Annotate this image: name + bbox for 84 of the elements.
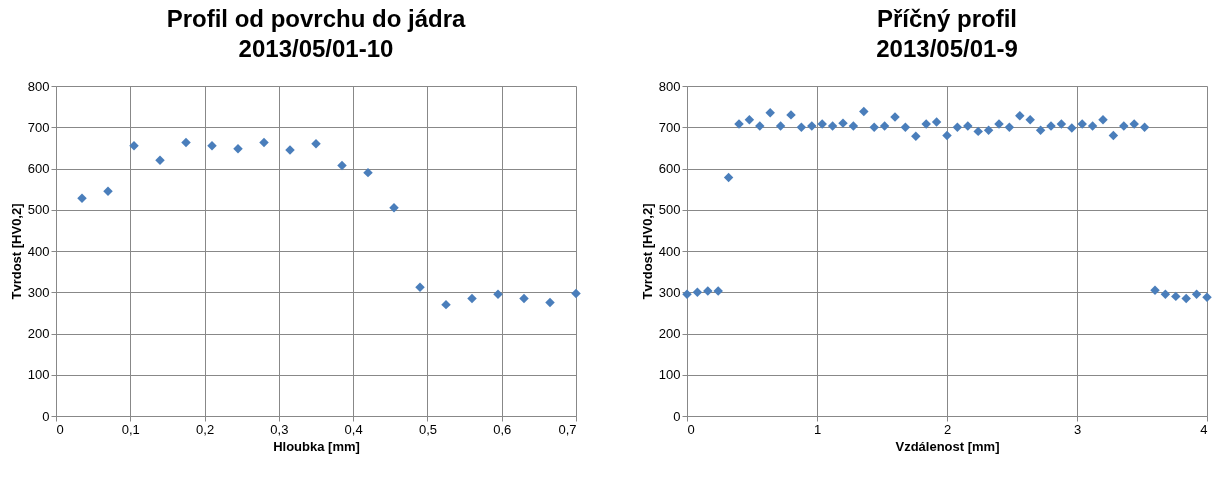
point [859,106,869,117]
point [1056,119,1067,129]
y-axis-title: Tvrdost [HV0,2] [639,203,655,300]
y-tick-label: 500 [27,202,50,218]
point [545,297,555,308]
point [692,287,703,297]
y-tick-label: 800 [27,78,50,94]
y-tick-label: 700 [27,119,50,135]
y-axis-title: Tvrdost [HV0,2] [8,203,24,300]
point [519,293,529,304]
point [1191,289,1202,300]
x-tick-label: 0 [56,421,64,437]
x-tick-label: 4 [1200,421,1208,437]
point [233,143,243,154]
x-tick-label: 0,7 [558,421,577,437]
x-tick-label: 0,4 [344,421,363,437]
point [181,137,191,148]
point [1160,289,1171,300]
x-tick-label: 2 [943,421,952,437]
point [911,131,921,142]
point [682,289,692,300]
y-tick-label: 700 [658,119,681,135]
y-tick-label: 0 [673,408,681,424]
chart-title: Profil od povrchu do jádra [166,5,466,32]
point [827,121,838,131]
point [900,122,911,132]
chart-subtitle: 2013/05/01-9 [876,35,1018,62]
y-tick-label: 400 [27,243,50,259]
point [363,167,373,178]
point [942,130,952,141]
y-tick-label: 300 [27,284,50,300]
point [1025,115,1035,125]
y-tick-label: 100 [658,367,681,383]
point [952,122,963,132]
point [467,293,477,304]
point [848,121,859,131]
chart-subtitle: 2013/05/01-10 [238,35,394,62]
y-tick-label: 800 [658,78,681,94]
point [1181,293,1191,304]
point [571,288,581,299]
x-axis-title: Vzdálenost [mm] [895,438,1000,454]
point [493,289,503,300]
point [723,172,734,183]
point [337,160,347,171]
y-tick-label: 300 [658,284,681,300]
point [796,122,807,132]
x-tick-label: 0 [687,421,695,437]
chart-title: Příčný profil [876,5,1018,32]
point [765,108,775,118]
y-tick-label: 600 [658,161,681,176]
x-tick-label: 0,3 [270,421,289,437]
point [389,202,399,213]
point [931,117,942,127]
point [1067,123,1077,133]
x-tick-label: 0,1 [121,421,140,437]
point [1087,121,1098,131]
point [259,137,269,148]
point [1108,130,1119,141]
point [441,299,451,310]
y-tick-label: 0 [42,408,50,424]
point [983,125,994,135]
point [775,121,786,131]
x-tick-label: 3 [1073,421,1082,437]
x-tick-label: 0,6 [493,421,512,437]
point [869,122,879,132]
x-tick-label: 0,2 [196,421,215,437]
point [1171,291,1181,302]
point [973,126,983,137]
point [1015,110,1025,121]
point [415,282,425,293]
point [744,115,755,125]
point [1004,122,1015,132]
y-tick-label: 400 [658,243,681,259]
y-tick-label: 500 [658,202,681,218]
x-tick-label: 0,5 [418,421,437,437]
x-axis-title: Hloubka [mm] [273,438,360,454]
y-tick-label: 100 [27,367,50,383]
y-tick-label: 200 [658,326,681,341]
point [1035,125,1046,135]
y-tick-label: 600 [27,161,50,176]
point [1139,122,1150,132]
y-tick-label: 200 [27,326,50,341]
point [879,121,890,131]
x-tick-label: 1 [813,421,822,437]
